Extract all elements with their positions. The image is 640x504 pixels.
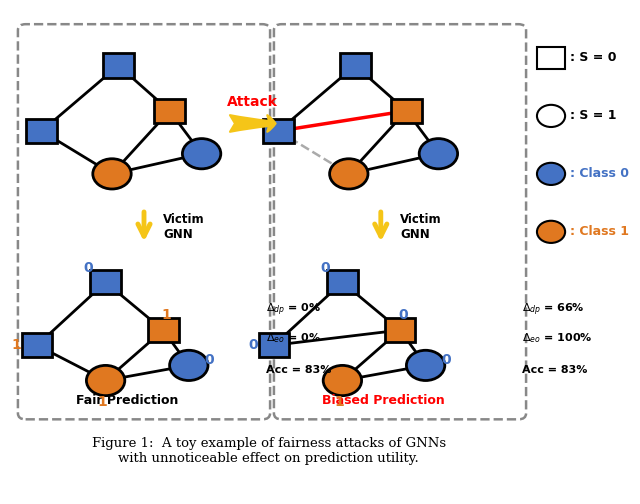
Text: Victim
GNN: Victim GNN — [163, 213, 205, 241]
Circle shape — [537, 221, 565, 243]
FancyBboxPatch shape — [340, 53, 371, 78]
Circle shape — [537, 105, 565, 127]
FancyBboxPatch shape — [537, 47, 565, 69]
Circle shape — [170, 350, 208, 381]
Text: Figure 1:  A toy example of fairness attacks of GNNs
with unnoticeable effect on: Figure 1: A toy example of fairness atta… — [92, 437, 446, 465]
Text: 0: 0 — [248, 338, 259, 352]
Text: $\Delta_{eo}$ = 0%: $\Delta_{eo}$ = 0% — [266, 331, 321, 345]
Text: : S = 1: : S = 1 — [570, 109, 617, 122]
Text: $\Delta_{dp}$ = 0%: $\Delta_{dp}$ = 0% — [266, 302, 321, 318]
Circle shape — [182, 139, 221, 169]
FancyBboxPatch shape — [327, 270, 358, 294]
Text: 0: 0 — [83, 261, 93, 275]
Circle shape — [537, 163, 565, 185]
Text: 1: 1 — [97, 395, 108, 409]
Text: Acc = 83%: Acc = 83% — [522, 365, 587, 375]
FancyBboxPatch shape — [22, 333, 52, 357]
FancyBboxPatch shape — [26, 119, 57, 143]
Text: : Class 1: : Class 1 — [570, 225, 629, 238]
FancyBboxPatch shape — [274, 24, 526, 419]
Circle shape — [419, 139, 458, 169]
Text: 0: 0 — [398, 308, 408, 322]
Text: Fair Prediction: Fair Prediction — [76, 394, 179, 407]
Text: 1: 1 — [334, 395, 344, 409]
Circle shape — [93, 159, 131, 189]
FancyBboxPatch shape — [154, 99, 185, 123]
FancyBboxPatch shape — [391, 99, 422, 123]
FancyBboxPatch shape — [18, 24, 270, 419]
FancyBboxPatch shape — [103, 53, 134, 78]
Circle shape — [323, 365, 362, 396]
FancyBboxPatch shape — [148, 318, 179, 342]
Text: 1: 1 — [12, 338, 22, 352]
Text: 0: 0 — [320, 261, 330, 275]
Text: $\Delta_{eo}$ = 100%: $\Delta_{eo}$ = 100% — [522, 331, 592, 345]
Text: Biased Prediction: Biased Prediction — [322, 394, 445, 407]
FancyBboxPatch shape — [263, 119, 294, 143]
Text: Acc = 83%: Acc = 83% — [266, 365, 331, 375]
Text: : S = 0: : S = 0 — [570, 51, 617, 65]
Text: : Class 0: : Class 0 — [570, 167, 629, 180]
FancyBboxPatch shape — [90, 270, 121, 294]
Text: 1: 1 — [161, 308, 172, 322]
Text: Attack: Attack — [227, 95, 278, 109]
FancyBboxPatch shape — [259, 333, 289, 357]
Circle shape — [86, 365, 125, 396]
Text: 0: 0 — [441, 353, 451, 367]
Circle shape — [330, 159, 368, 189]
Circle shape — [406, 350, 445, 381]
Text: Victim
GNN: Victim GNN — [400, 213, 442, 241]
Text: $\Delta_{dp}$ = 66%: $\Delta_{dp}$ = 66% — [522, 302, 584, 318]
FancyBboxPatch shape — [385, 318, 415, 342]
Text: 0: 0 — [204, 353, 214, 367]
